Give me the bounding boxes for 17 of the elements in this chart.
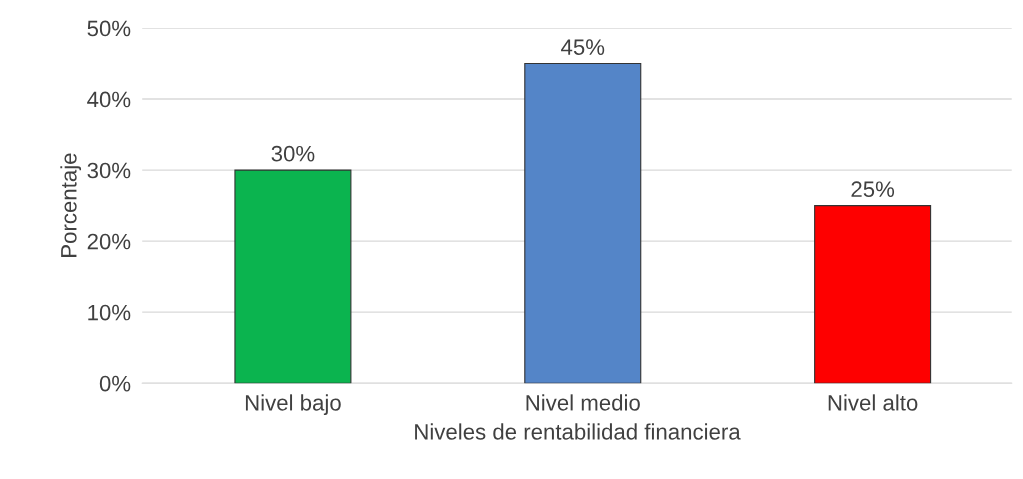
y-tick-label: 40% (87, 91, 131, 108)
bar (524, 62, 642, 384)
bar (234, 169, 352, 384)
y-tick-label: 0% (99, 375, 131, 392)
data-label: 30% (271, 145, 315, 162)
y-tick-label: 30% (87, 162, 131, 179)
bar (814, 205, 932, 384)
x-tick-label: Nivel medio (526, 394, 640, 411)
x-tick-label: Nivel alto (828, 394, 918, 411)
data-label: 25% (851, 181, 895, 198)
x-axis-title: Niveles de rentabilidad financiera (415, 423, 741, 440)
y-tick-label: 10% (88, 304, 131, 321)
x-tick-label: Nivel bajo (245, 394, 341, 416)
y-tick-label: 20% (87, 233, 131, 250)
y-tick-label: 50% (87, 20, 131, 37)
y-axis-title: Porcentaje (60, 153, 82, 257)
data-label: 45% (561, 39, 605, 55)
